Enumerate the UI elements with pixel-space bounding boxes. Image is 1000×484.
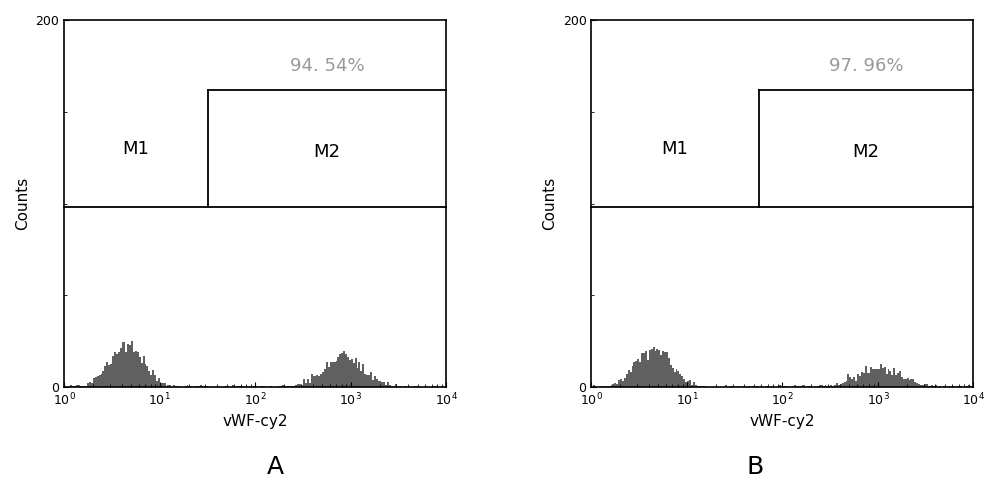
Text: M2: M2: [313, 143, 340, 161]
Text: M2: M2: [853, 143, 880, 161]
Text: M1: M1: [662, 139, 688, 157]
X-axis label: vWF-cy2: vWF-cy2: [750, 414, 815, 429]
X-axis label: vWF-cy2: vWF-cy2: [223, 414, 288, 429]
Text: 94. 54%: 94. 54%: [290, 57, 364, 75]
Text: B: B: [746, 455, 764, 479]
Y-axis label: Counts: Counts: [542, 177, 557, 230]
Text: A: A: [266, 455, 284, 479]
Text: M1: M1: [122, 139, 149, 157]
Text: 97. 96%: 97. 96%: [829, 57, 903, 75]
Y-axis label: Counts: Counts: [15, 177, 30, 230]
